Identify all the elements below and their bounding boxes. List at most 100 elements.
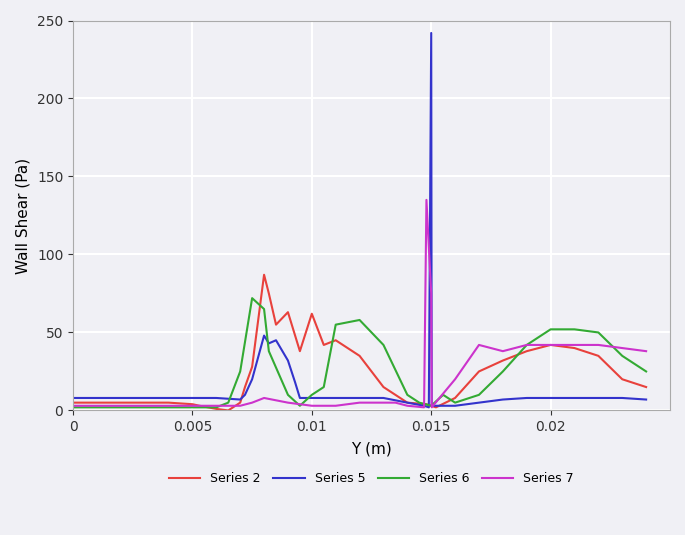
Series 2 bbox=[642, 384, 650, 390]
Series 6 bbox=[427, 402, 436, 409]
Series 2 bbox=[432, 404, 440, 410]
Series 6 bbox=[92, 404, 101, 410]
Series 5 bbox=[547, 395, 555, 401]
Series 7 bbox=[499, 348, 507, 354]
Series 7 bbox=[212, 402, 221, 409]
Series 5 bbox=[427, 30, 436, 36]
Series 2 bbox=[224, 407, 232, 414]
Series 2 bbox=[403, 400, 412, 406]
Series 7 bbox=[236, 402, 245, 409]
Series 7 bbox=[523, 342, 531, 348]
Line: Series 5: Series 5 bbox=[73, 33, 646, 407]
Series 5 bbox=[212, 395, 221, 401]
Series 6 bbox=[415, 400, 423, 406]
Series 2 bbox=[356, 353, 364, 359]
Series 7 bbox=[224, 402, 232, 409]
Series 7 bbox=[571, 342, 579, 348]
Series 6 bbox=[264, 348, 273, 354]
Series 5 bbox=[379, 395, 388, 401]
Series 7 bbox=[284, 400, 292, 406]
Series 6 bbox=[451, 400, 459, 406]
Series 6 bbox=[356, 317, 364, 323]
Series 5 bbox=[92, 395, 101, 401]
Series 2 bbox=[264, 291, 273, 297]
Series 5 bbox=[272, 337, 280, 343]
Series 2 bbox=[379, 384, 388, 390]
Series 6 bbox=[547, 326, 555, 333]
Series 5 bbox=[140, 395, 149, 401]
Series 2 bbox=[618, 376, 626, 383]
Series 2 bbox=[212, 406, 221, 412]
Series 5 bbox=[523, 395, 531, 401]
Series 6 bbox=[523, 342, 531, 348]
Series 5 bbox=[284, 357, 292, 364]
Series 6 bbox=[439, 392, 447, 398]
Series 7 bbox=[403, 402, 412, 409]
Series 5 bbox=[236, 396, 245, 403]
Series 5 bbox=[475, 400, 483, 406]
Series 7 bbox=[427, 404, 436, 410]
Series 2 bbox=[92, 400, 101, 406]
Series 6 bbox=[164, 404, 173, 410]
Series 6 bbox=[499, 368, 507, 374]
Series 2 bbox=[284, 309, 292, 316]
Series 2 bbox=[116, 400, 125, 406]
Series 7 bbox=[260, 395, 269, 401]
Series 2 bbox=[523, 348, 531, 354]
Series 5 bbox=[296, 395, 304, 401]
Series 6 bbox=[212, 404, 221, 410]
Series 2 bbox=[140, 400, 149, 406]
Series 5 bbox=[618, 395, 626, 401]
Series 6 bbox=[296, 402, 304, 409]
Series 6 bbox=[571, 326, 579, 333]
Series 7 bbox=[423, 197, 431, 203]
Series 6 bbox=[248, 295, 256, 301]
Series 6 bbox=[595, 329, 603, 335]
Series 7 bbox=[547, 342, 555, 348]
Series 5 bbox=[642, 396, 650, 403]
Series 2 bbox=[69, 400, 77, 406]
Series 5 bbox=[403, 400, 412, 406]
Series 2 bbox=[427, 402, 436, 409]
Series 5 bbox=[595, 395, 603, 401]
Series 5 bbox=[332, 395, 340, 401]
Series 6 bbox=[116, 404, 125, 410]
Series 5 bbox=[164, 395, 173, 401]
Line: Series 2: Series 2 bbox=[73, 275, 646, 410]
Series 6 bbox=[284, 392, 292, 398]
Series 2 bbox=[241, 384, 249, 390]
Series 5 bbox=[241, 392, 249, 398]
Series 5 bbox=[420, 402, 428, 409]
Series 6 bbox=[320, 384, 328, 390]
Series 2 bbox=[499, 357, 507, 364]
Y-axis label: Wall Shear (Pa): Wall Shear (Pa) bbox=[15, 157, 30, 273]
Series 7 bbox=[391, 400, 399, 406]
Series 7 bbox=[116, 402, 125, 409]
Series 5 bbox=[264, 340, 273, 347]
Series 6 bbox=[475, 392, 483, 398]
Series 7 bbox=[356, 400, 364, 406]
Series 6 bbox=[403, 392, 412, 398]
Series 6 bbox=[618, 353, 626, 359]
Series 7 bbox=[332, 402, 340, 409]
Series 6 bbox=[379, 342, 388, 348]
Series 2 bbox=[272, 322, 280, 328]
Series 7 bbox=[427, 291, 436, 297]
Series 2 bbox=[296, 348, 304, 354]
Legend: Series 2, Series 5, Series 6, Series 7: Series 2, Series 5, Series 6, Series 7 bbox=[164, 468, 579, 491]
Series 5 bbox=[451, 402, 459, 409]
Series 6 bbox=[140, 404, 149, 410]
Series 7 bbox=[451, 376, 459, 383]
Series 7 bbox=[595, 342, 603, 348]
Series 2 bbox=[188, 401, 197, 408]
Series 6 bbox=[642, 368, 650, 374]
Series 7 bbox=[248, 400, 256, 406]
Series 5 bbox=[116, 395, 125, 401]
Series 5 bbox=[248, 376, 256, 383]
Line: Series 6: Series 6 bbox=[73, 298, 646, 407]
Series 2 bbox=[320, 342, 328, 348]
Series 2 bbox=[195, 402, 203, 409]
Series 2 bbox=[332, 337, 340, 343]
Series 6 bbox=[188, 404, 197, 410]
Series 7 bbox=[618, 345, 626, 351]
